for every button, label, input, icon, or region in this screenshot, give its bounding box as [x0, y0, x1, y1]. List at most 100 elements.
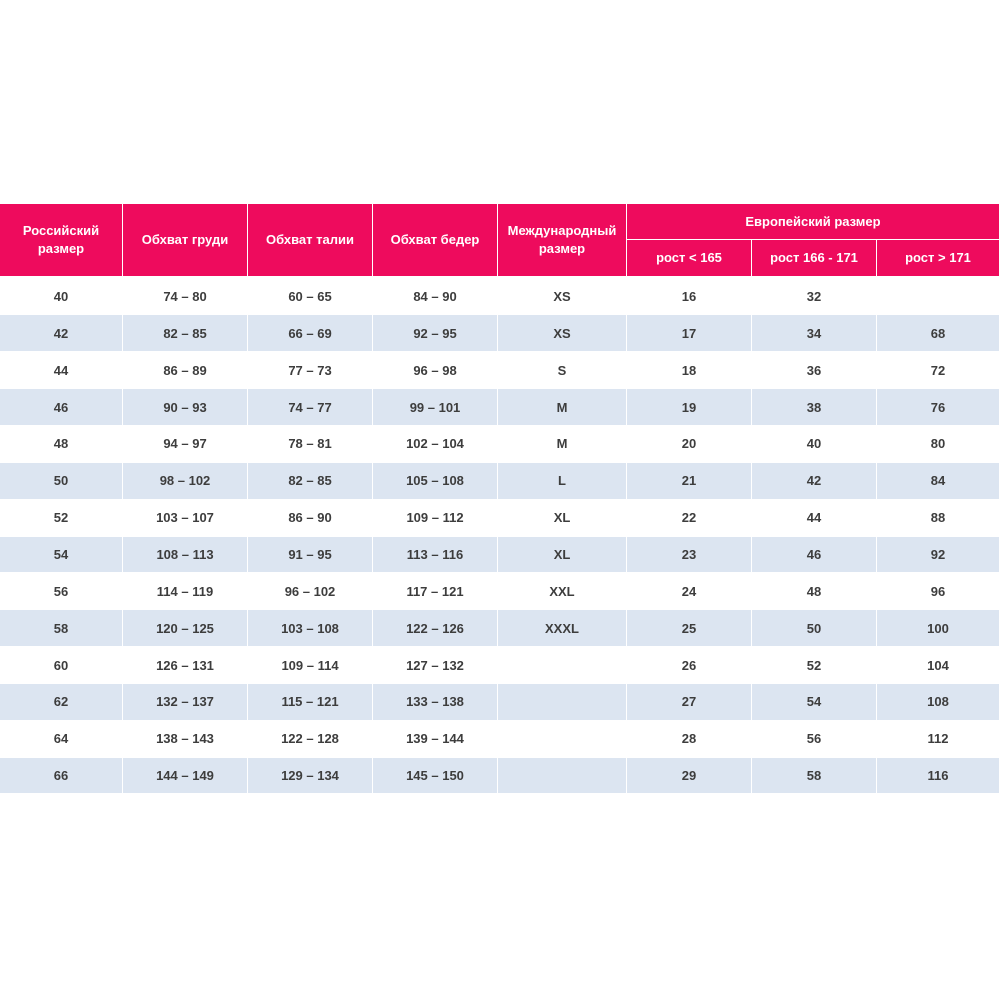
table-cell: 74 – 80: [123, 278, 248, 316]
table-cell: 99 – 101: [373, 389, 498, 426]
table-cell: 76: [877, 389, 1000, 426]
table-cell: M: [498, 426, 627, 463]
table-cell: 120 – 125: [123, 610, 248, 648]
table-cell: L: [498, 462, 627, 500]
table-cell: XS: [498, 315, 627, 353]
table-cell: 46: [752, 536, 877, 574]
table-cell: 127 – 132: [373, 647, 498, 684]
table-cell: 122 – 126: [373, 610, 498, 648]
table-cell: 102 – 104: [373, 426, 498, 463]
table-cell: 50: [752, 610, 877, 648]
table-cell: 38: [752, 389, 877, 426]
table-cell: 114 – 119: [123, 573, 248, 611]
table-cell: 145 – 150: [373, 757, 498, 795]
table-cell: 122 – 128: [248, 720, 373, 758]
table-cell: 44: [0, 352, 123, 390]
table-cell: 103 – 107: [123, 499, 248, 537]
table-cell: 138 – 143: [123, 720, 248, 758]
table-cell: 109 – 112: [373, 499, 498, 537]
table-cell: 40: [752, 426, 877, 463]
header-cell: Обхват бедер: [373, 204, 498, 277]
table-cell: 91 – 95: [248, 536, 373, 574]
table-cell: XXXL: [498, 610, 627, 648]
table-cell: 92: [877, 536, 1000, 574]
table-cell: XS: [498, 278, 627, 316]
table-cell: 90 – 93: [123, 389, 248, 426]
table-cell: 23: [627, 536, 752, 574]
table-cell: 56: [0, 573, 123, 611]
table-cell: 58: [0, 610, 123, 648]
table-cell: 100: [877, 610, 1000, 648]
table-cell: S: [498, 352, 627, 390]
table-cell: 42: [0, 315, 123, 353]
table-cell: [498, 647, 627, 684]
table-cell: 36: [752, 352, 877, 390]
table-cell: 62: [0, 683, 123, 721]
table-cell: 24: [627, 573, 752, 611]
table-cell: 44: [752, 499, 877, 537]
table-cell: 68: [877, 315, 1000, 353]
table-cell: 25: [627, 610, 752, 648]
table-cell: 84: [877, 462, 1000, 500]
table-cell: 115 – 121: [248, 683, 373, 721]
table-cell: 98 – 102: [123, 462, 248, 500]
header-cell: Обхват талии: [248, 204, 373, 277]
table-cell: 78 – 81: [248, 426, 373, 463]
table-cell: 64: [0, 720, 123, 758]
table-cell: 20: [627, 426, 752, 463]
table-cell: XL: [498, 499, 627, 537]
table-cell: 42: [752, 462, 877, 500]
table-cell: 27: [627, 683, 752, 721]
table-cell: 34: [752, 315, 877, 353]
table-cell: 112: [877, 720, 1000, 758]
table-cell: 32: [752, 278, 877, 316]
table-cell: 129 – 134: [248, 757, 373, 795]
header-cell: Европейский размер: [627, 204, 1000, 240]
table-cell: XL: [498, 536, 627, 574]
table-cell: [498, 720, 627, 758]
table-cell: 48: [752, 573, 877, 611]
table-cell: 126 – 131: [123, 647, 248, 684]
header-cell: Российский размер: [0, 204, 123, 277]
table-cell: 104: [877, 647, 1000, 684]
table-cell: 54: [752, 683, 877, 721]
table-cell: 66: [0, 757, 123, 795]
table-cell: 88: [877, 499, 1000, 537]
table-cell: 108: [877, 683, 1000, 721]
table-cell: [498, 757, 627, 795]
table-cell: 66 – 69: [248, 315, 373, 353]
table-cell: 80: [877, 426, 1000, 463]
table-cell: 54: [0, 536, 123, 574]
subheader-cell: рост < 165: [627, 240, 752, 277]
table-cell: 58: [752, 757, 877, 795]
table-cell: 26: [627, 647, 752, 684]
table-cell: 72: [877, 352, 1000, 390]
table-cell: 86 – 89: [123, 352, 248, 390]
table-cell: 108 – 113: [123, 536, 248, 574]
table-cell: M: [498, 389, 627, 426]
table-cell: 74 – 77: [248, 389, 373, 426]
header-cell: Обхват груди: [123, 204, 248, 277]
table-cell: 46: [0, 389, 123, 426]
table-cell: 77 – 73: [248, 352, 373, 390]
table-cell: 139 – 144: [373, 720, 498, 758]
table-cell: 60: [0, 647, 123, 684]
table-cell: 116: [877, 757, 1000, 795]
table-cell: 52: [0, 499, 123, 537]
header-cell: Международный размер: [498, 204, 627, 277]
table-cell: 103 – 108: [248, 610, 373, 648]
table-cell: 144 – 149: [123, 757, 248, 795]
table-cell: 40: [0, 278, 123, 316]
table-cell: 113 – 116: [373, 536, 498, 574]
table-cell: 86 – 90: [248, 499, 373, 537]
table-cell: 28: [627, 720, 752, 758]
table-cell: 94 – 97: [123, 426, 248, 463]
table-cell: [498, 683, 627, 721]
table-cell: 132 – 137: [123, 683, 248, 721]
table-cell: 48: [0, 426, 123, 463]
table-cell: 60 – 65: [248, 278, 373, 316]
table-cell: 117 – 121: [373, 573, 498, 611]
table-cell: 96: [877, 573, 1000, 611]
table-cell: 109 – 114: [248, 647, 373, 684]
